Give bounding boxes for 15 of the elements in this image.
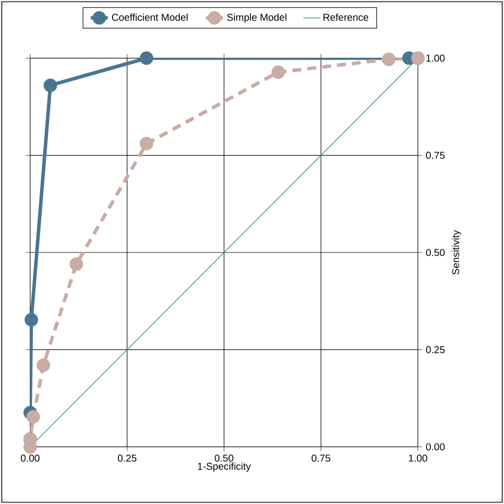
x-tick-label: 0.50 — [214, 454, 234, 462]
legend-label: Simple Model — [227, 14, 286, 23]
y-tick-label: 0.00 — [426, 443, 445, 450]
x-tick-label: 0.75 — [312, 454, 330, 462]
y-tick-label: 0.75 — [426, 152, 445, 159]
x-tick-label: 0.25 — [118, 454, 136, 462]
x-tick-label: 0.00 — [20, 454, 40, 462]
y-tick-label: 0.50 — [426, 248, 445, 256]
x-axis-title: 1-Specificity — [198, 462, 251, 472]
legend-label: Coefficient Model — [112, 14, 188, 21]
y-axis-title: Sensitivity — [452, 230, 462, 274]
legend-label: Reference — [324, 14, 368, 21]
y-tick-label: 0.25 — [426, 346, 445, 354]
y-tick-label: 1.00 — [426, 54, 445, 62]
x-tick-label: 1.00 — [408, 454, 428, 462]
